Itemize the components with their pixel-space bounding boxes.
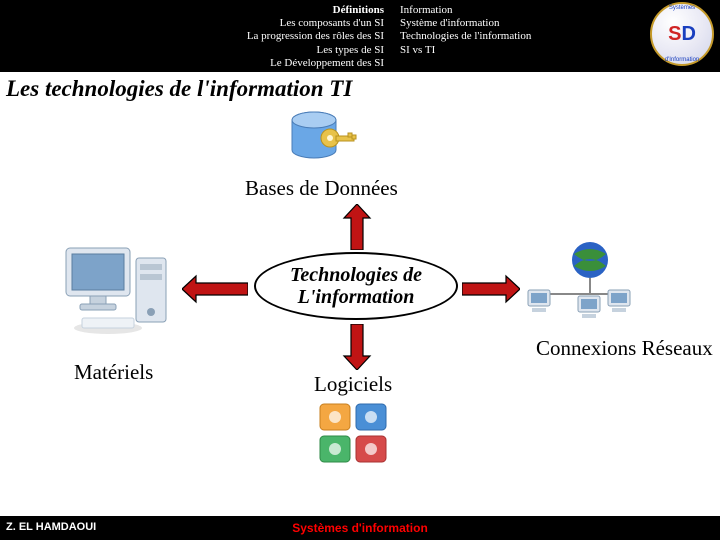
logo: Systèmes SD d'Information <box>650 2 714 66</box>
logo-sd: SD <box>668 23 696 46</box>
nav-item[interactable]: Technologies de l'information <box>400 30 572 43</box>
nav-item[interactable]: La progression des rôles des SI <box>0 30 384 43</box>
arrow-right <box>462 274 520 304</box>
logo-circle: Systèmes SD d'Information <box>650 2 714 66</box>
logo-ring-bottom: d'Information <box>665 57 700 63</box>
arrow-left <box>182 274 248 304</box>
page-title: Les technologies de l'information TI <box>0 72 720 102</box>
nav-col-left: Définitions Les composants d'un SI La pr… <box>0 4 392 70</box>
hardware-icon <box>58 242 176 338</box>
arrow-up <box>342 204 372 250</box>
network-label: Connexions Réseaux <box>536 337 713 360</box>
network-icon <box>522 238 634 326</box>
software-label: Logiciels <box>314 372 392 397</box>
logo-ring-top: Systèmes <box>669 5 695 11</box>
nav-col-right: Information Système d'information Techno… <box>392 4 572 70</box>
database-icon <box>280 108 358 172</box>
nav-item[interactable]: Les composants d'un SI <box>0 17 384 30</box>
nav-item[interactable]: Définitions <box>0 4 384 17</box>
header-bar: Définitions Les composants d'un SI La pr… <box>0 0 720 72</box>
hardware-label: Matériels <box>74 360 153 385</box>
database-label: Bases de Données <box>245 176 398 201</box>
center-node: Technologies de L'information <box>254 252 458 320</box>
diagram-stage: Bases de Données Technologies de L'infor… <box>0 102 720 532</box>
nav-item[interactable]: Les types de SI <box>0 44 384 57</box>
arrow-down <box>342 324 372 370</box>
nav-item[interactable]: Système d'information <box>400 17 572 30</box>
nav-item[interactable]: Information <box>400 4 572 17</box>
header-nav: Définitions Les composants d'un SI La pr… <box>0 4 572 70</box>
nav-item[interactable]: Le Développement des SI <box>0 57 384 70</box>
footer-title: Systèmes d'information <box>0 521 720 535</box>
nav-item[interactable]: SI vs TI <box>400 44 572 57</box>
software-icon <box>316 400 394 466</box>
footer-bar: Z. EL HAMDAOUI Systèmes d'information <box>0 516 720 540</box>
